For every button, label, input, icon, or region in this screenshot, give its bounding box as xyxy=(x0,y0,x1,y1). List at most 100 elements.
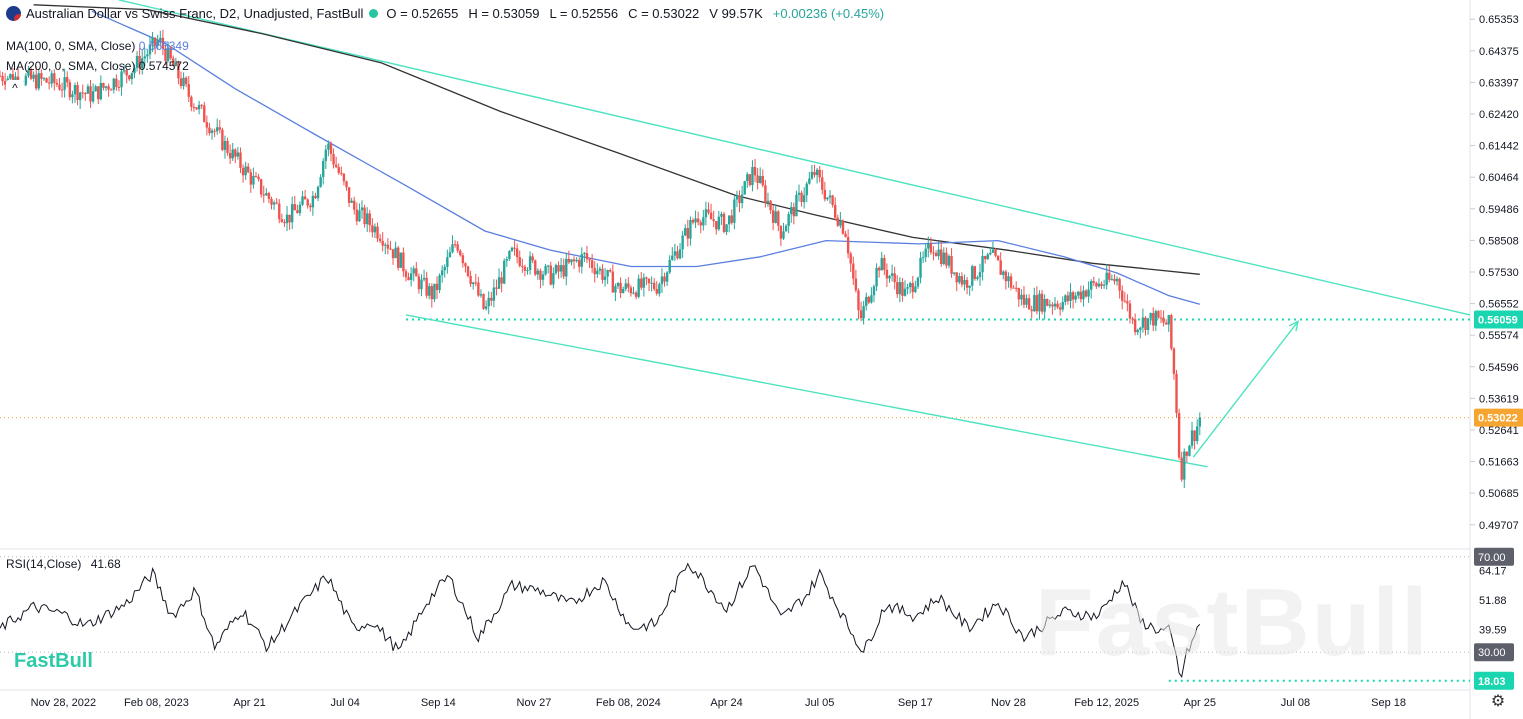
candle-body xyxy=(3,81,7,85)
candle-body xyxy=(792,207,796,217)
candle-body xyxy=(1154,311,1158,326)
candle-body xyxy=(870,295,873,303)
candle-body xyxy=(665,272,669,282)
candle-body xyxy=(1113,278,1116,282)
high-value: H = 0.53059 xyxy=(468,6,540,21)
candle-body xyxy=(877,267,881,271)
candle-body xyxy=(787,214,790,226)
brand-logo: FastBull xyxy=(14,650,93,672)
candle-body xyxy=(482,294,485,309)
candle-body xyxy=(707,209,710,213)
candle-body xyxy=(29,69,33,79)
candle-body xyxy=(324,149,328,161)
candle-body xyxy=(572,259,576,262)
rsi-legend[interactable]: RSI(14,Close) 41.68 xyxy=(6,557,121,571)
time-tick-label: Sep 17 xyxy=(898,697,933,709)
candle-body xyxy=(1105,272,1108,285)
candle-body xyxy=(1175,373,1178,414)
fastbull-watermark: FastBull xyxy=(1035,569,1430,676)
level-price-tag-bg xyxy=(1474,310,1523,329)
candle-body xyxy=(148,44,152,55)
candle-body xyxy=(259,179,263,195)
candle-body xyxy=(1141,317,1145,328)
candle-body xyxy=(45,78,48,83)
candle-body xyxy=(353,200,356,210)
candle-body xyxy=(927,243,930,249)
candle-body xyxy=(999,260,1002,275)
time-tick-label: Nov 27 xyxy=(517,697,552,709)
chart-header: Australian Dollar vs Swiss Franc, D2, Un… xyxy=(6,6,884,21)
candle-body xyxy=(813,171,816,176)
settings-gear-icon[interactable]: ⚙ xyxy=(1490,693,1506,710)
candle-body xyxy=(518,257,521,266)
candle-body xyxy=(1025,298,1028,305)
candle-body xyxy=(960,276,964,285)
ma100-legend[interactable]: MA(100, 0, SMA, Close) 0.565349 xyxy=(6,39,189,53)
time-tick-label: Sep 18 xyxy=(1371,697,1406,709)
candle-body xyxy=(810,171,814,179)
candle-body xyxy=(1123,300,1127,302)
candle-body xyxy=(303,196,307,200)
candle-body xyxy=(580,254,583,267)
candle-body xyxy=(1108,272,1111,280)
candle-body xyxy=(466,266,470,276)
candle-body xyxy=(195,107,198,110)
candle-body xyxy=(133,67,136,74)
candle-body xyxy=(1183,451,1186,480)
candle-body xyxy=(490,297,493,301)
candle-body xyxy=(908,283,912,288)
candle-body xyxy=(288,214,291,223)
candle-body xyxy=(857,290,860,311)
candle-body xyxy=(1064,295,1067,302)
candle-body xyxy=(125,70,128,76)
candle-body xyxy=(350,200,353,203)
candle-body xyxy=(71,94,74,98)
price-tick-label: 0.51663 xyxy=(1479,457,1519,469)
candle-body xyxy=(647,278,651,284)
candle-body xyxy=(265,193,268,196)
candle-body xyxy=(699,222,702,226)
candle-body xyxy=(764,185,767,203)
price-tick-label: 0.62420 xyxy=(1479,109,1519,121)
candle-body xyxy=(443,266,446,271)
candle-body xyxy=(280,219,284,222)
candle-body xyxy=(409,273,413,281)
candle-body xyxy=(603,276,607,280)
candle-body xyxy=(981,255,984,273)
candle-body xyxy=(37,73,40,89)
time-tick-label: Feb 08, 2023 xyxy=(124,697,189,709)
candle-body xyxy=(702,217,705,226)
candle-body xyxy=(99,82,103,100)
candle-body xyxy=(422,277,426,280)
candle-body xyxy=(965,279,969,288)
candle-body xyxy=(614,286,617,293)
candle-body xyxy=(1027,298,1031,310)
candle-body xyxy=(733,199,736,223)
candle-body xyxy=(1115,278,1119,282)
candle-body xyxy=(1190,430,1194,446)
candle-body xyxy=(200,104,203,106)
candle-body xyxy=(950,255,953,274)
candle-body xyxy=(487,297,490,307)
candle-body xyxy=(704,209,708,218)
candle-body xyxy=(751,166,754,186)
candle-body xyxy=(821,177,824,190)
candle-body xyxy=(120,71,123,88)
candle-body xyxy=(115,78,118,87)
price-tick-label: 0.50685 xyxy=(1479,488,1519,500)
candle-body xyxy=(249,172,253,185)
candle-body xyxy=(1061,301,1064,310)
candle-body xyxy=(68,82,72,98)
price-tick-label: 0.49707 xyxy=(1479,520,1519,532)
collapse-legend-button[interactable]: ^ xyxy=(6,80,24,96)
candle-body xyxy=(513,247,516,249)
candle-body xyxy=(945,252,948,266)
candle-body xyxy=(337,167,340,173)
candle-body xyxy=(9,74,12,79)
candle-body xyxy=(991,249,995,253)
ma200-value: 0.574572 xyxy=(138,59,189,73)
ma200-legend[interactable]: MA(200, 0, SMA, Close) 0.574572 xyxy=(6,59,189,73)
candle-body xyxy=(1133,319,1137,333)
candle-body xyxy=(986,254,989,260)
